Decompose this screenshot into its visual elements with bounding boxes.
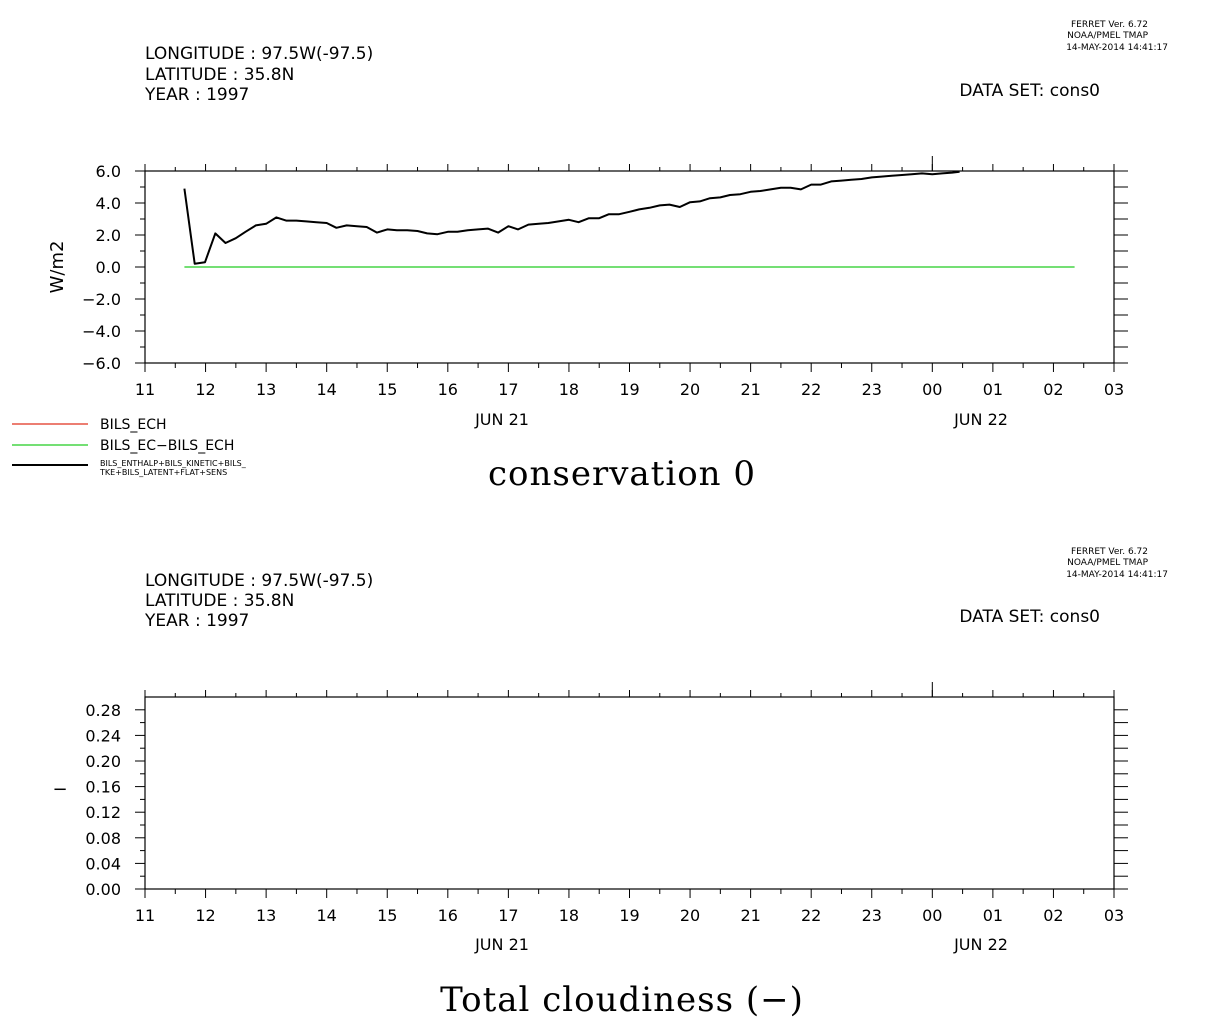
x-tick-label: 21 bbox=[740, 906, 760, 925]
x-tick-label: 19 bbox=[619, 906, 639, 925]
x-tick-label: 00 bbox=[922, 380, 942, 399]
x-tick-label: 02 bbox=[1043, 380, 1063, 399]
x-tick-label: 20 bbox=[680, 380, 700, 399]
x-tick-label: 03 bbox=[1104, 906, 1124, 925]
legend-label-sum-line1: BILS_ENTHALP+BILS_KINETIC+BILS_ bbox=[100, 459, 247, 468]
x-tick-label: 12 bbox=[195, 906, 215, 925]
credit-line-1: FERRET Ver. 6.72 bbox=[1071, 547, 1148, 557]
x-tick-label: 17 bbox=[498, 906, 518, 925]
year-label: YEAR : 1997 bbox=[144, 85, 249, 105]
x-tick-label: 01 bbox=[983, 380, 1003, 399]
credit-line-2: NOAA/PMEL TMAP bbox=[1067, 558, 1148, 568]
credit-line-3: 14-MAY-2014 14:41:17 bbox=[1066, 43, 1168, 53]
y-tick-label: 0.12 bbox=[85, 803, 121, 822]
legend-label-sum-line2: TKE+BILS_LATENT+FLAT+SENS bbox=[99, 468, 227, 477]
y-tick-label: 2.0 bbox=[96, 226, 121, 245]
plot-frame bbox=[144, 696, 1115, 890]
y-tick-label: 0.00 bbox=[85, 880, 121, 899]
x-tick-label: 00 bbox=[922, 906, 942, 925]
legend: BILS_ECH BILS_EC−BILS_ECH BILS_ENTHALP+B… bbox=[12, 417, 247, 477]
y-tick-label: 0.0 bbox=[96, 258, 121, 277]
x-tick-label: 13 bbox=[256, 380, 276, 399]
legend-label-bils-ec-diff: BILS_EC−BILS_ECH bbox=[100, 438, 234, 454]
y-axis: 6.0 4.0 2.0 0.0 −2.0 −4.0 −6.0 bbox=[82, 162, 1128, 373]
y-tick-label: 6.0 bbox=[96, 162, 121, 181]
longitude-label: LONGITUDE : 97.5W(-97.5) bbox=[145, 571, 373, 591]
x-tick-label: 14 bbox=[317, 906, 337, 925]
x-tick-label: 17 bbox=[498, 380, 518, 399]
latitude-label: LATITUDE : 35.8N bbox=[145, 591, 294, 611]
x-tick-label: 15 bbox=[377, 380, 397, 399]
x-tick-label: 18 bbox=[559, 906, 579, 925]
credit-line-2: NOAA/PMEL TMAP bbox=[1067, 31, 1148, 41]
series-group bbox=[183, 170, 1075, 268]
longitude-label: LONGITUDE : 97.5W(-97.5) bbox=[145, 44, 373, 64]
x-tick-label: 13 bbox=[256, 906, 276, 925]
x-tick-label: 22 bbox=[801, 906, 821, 925]
y-tick-label: 0.24 bbox=[85, 726, 121, 745]
x-tick-label: 16 bbox=[438, 906, 458, 925]
y-tick-label: 0.20 bbox=[85, 752, 121, 771]
y-axis: 0.28 0.24 0.20 0.16 0.12 0.08 0.04 0.00 bbox=[85, 701, 1128, 899]
x-tick-label: 15 bbox=[377, 906, 397, 925]
series-line bbox=[183, 170, 960, 265]
chart-panel-2: 0.280.240.200.160.120.080.040.00 11 12 13 1… bbox=[52, 682, 1128, 1020]
chart-title: Total cloudiness (−) bbox=[440, 980, 804, 1020]
y-tick-label: −6.0 bbox=[82, 354, 121, 373]
x-axis: 11 12 13 14 15 16 17 18 19 20 21 22 23 00 01 02 03 bbox=[135, 156, 1124, 399]
dataset-label: DATA SET: cons0 bbox=[959, 607, 1100, 627]
y-tick-label: −4.0 bbox=[82, 322, 121, 341]
year-label: YEAR : 1997 bbox=[144, 611, 249, 631]
y-tick-label: −2.0 bbox=[82, 290, 121, 309]
y-tick-label: 0.16 bbox=[85, 778, 121, 797]
x-tick-label: 22 bbox=[801, 380, 821, 399]
legend-label-bils-ech: BILS_ECH bbox=[100, 417, 167, 433]
x-tick-label: 11 bbox=[135, 906, 155, 925]
x-tick-label: 23 bbox=[862, 906, 882, 925]
panel2-header: FERRET Ver. 6.72 NOAA/PMEL TMAP 14-MAY-2… bbox=[144, 547, 1168, 631]
y-tick-label: 4.0 bbox=[96, 194, 121, 213]
x-tick-label: 14 bbox=[317, 380, 337, 399]
date-label-jun22: JUN 22 bbox=[953, 410, 1008, 429]
x-tick-label: 23 bbox=[862, 380, 882, 399]
x-tick-label: 03 bbox=[1104, 380, 1124, 399]
latitude-label: LATITUDE : 35.8N bbox=[145, 65, 294, 85]
x-tick-label: 16 bbox=[438, 380, 458, 399]
chart-title: conservation 0 bbox=[488, 454, 756, 494]
y-tick-label: 0.08 bbox=[85, 829, 121, 848]
dataset-label: DATA SET: cons0 bbox=[959, 81, 1100, 101]
y-tick-label: 0.04 bbox=[85, 854, 121, 873]
date-label-jun22: JUN 22 bbox=[953, 935, 1008, 954]
y-tick-label: 0.28 bbox=[85, 701, 121, 720]
x-tick-label: 02 bbox=[1043, 906, 1063, 925]
credit-line-3: 14-MAY-2014 14:41:17 bbox=[1066, 570, 1168, 580]
x-axis: 11 12 13 14 15 16 17 18 19 20 21 22 23 00 01 02 03 bbox=[135, 682, 1124, 925]
x-tick-label: 20 bbox=[680, 906, 700, 925]
credit-line-1: FERRET Ver. 6.72 bbox=[1071, 20, 1148, 30]
chart-panel-1: 6.04.02.00.0−2.0−4.0−6.0 11 12 13 14 15 16 17 1… bbox=[47, 156, 1128, 494]
y-axis-label: W/m2 bbox=[47, 241, 68, 294]
y-axis-label: − bbox=[52, 779, 67, 800]
x-tick-label: 18 bbox=[559, 380, 579, 399]
x-tick-label: 01 bbox=[983, 906, 1003, 925]
x-tick-label: 12 bbox=[195, 380, 215, 399]
x-tick-label: 19 bbox=[619, 380, 639, 399]
x-tick-label: 21 bbox=[740, 380, 760, 399]
date-label-jun21: JUN 21 bbox=[474, 935, 529, 954]
panel1-header: FERRET Ver. 6.72 NOAA/PMEL TMAP 14-MAY-2… bbox=[144, 20, 1168, 105]
date-label-jun21: JUN 21 bbox=[474, 410, 529, 429]
x-tick-label: 11 bbox=[135, 380, 155, 399]
